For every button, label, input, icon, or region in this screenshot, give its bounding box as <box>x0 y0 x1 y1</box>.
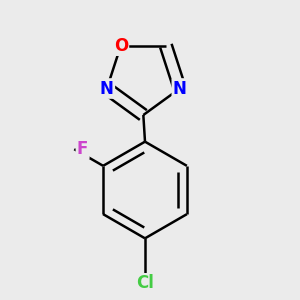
Text: N: N <box>173 80 187 98</box>
Text: O: O <box>114 37 128 55</box>
Text: Cl: Cl <box>136 274 154 292</box>
Text: F: F <box>77 140 88 158</box>
Text: N: N <box>100 80 114 98</box>
